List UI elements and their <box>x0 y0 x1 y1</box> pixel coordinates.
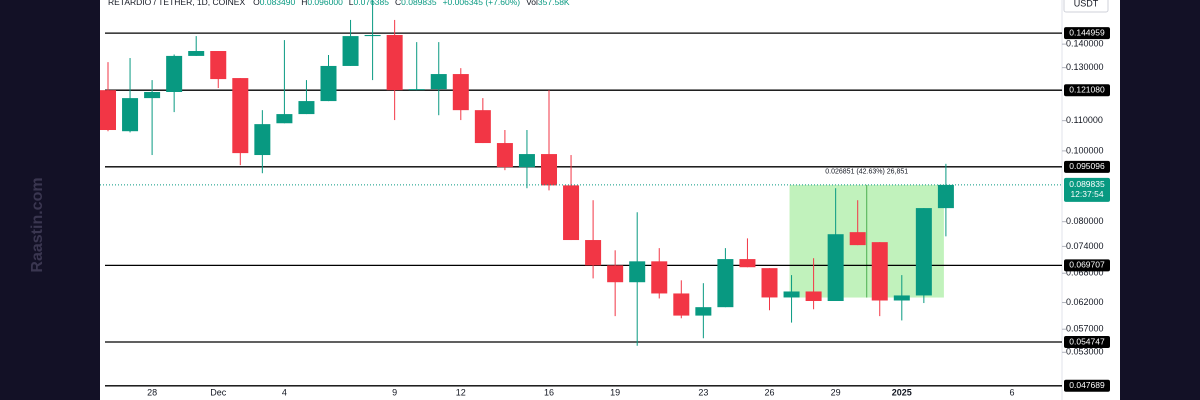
x-tick-label: 29 <box>831 387 841 397</box>
candle-body <box>849 232 866 246</box>
symbol: RETARDIO / TETHER, 1D, COINEX <box>108 0 245 7</box>
candle-body <box>893 295 910 301</box>
candle-body <box>452 74 469 111</box>
candle-body <box>585 240 602 266</box>
candle-body <box>629 261 646 283</box>
level-label-box <box>1064 84 1110 97</box>
candle-body <box>408 89 425 91</box>
volume-key: Vol <box>526 0 538 7</box>
ohlc-value: 0.089835 <box>401 0 437 7</box>
price-label: 0.089835 <box>1069 179 1105 189</box>
x-tick-label: 4 <box>282 387 287 397</box>
y-tick-label: 0.130000 <box>1066 62 1104 72</box>
candle-body <box>518 154 535 168</box>
level-label: 0.144959 <box>1069 27 1105 37</box>
candle-body <box>364 34 381 37</box>
level-label: 0.054747 <box>1069 336 1105 346</box>
level-label-box <box>1064 27 1110 40</box>
ohlc-key: C <box>395 0 401 7</box>
volume: 357.58K <box>538 0 570 7</box>
ohlc-value: 0.083490 <box>260 0 296 7</box>
currency-box <box>1063 0 1109 13</box>
candle-body <box>805 291 822 302</box>
ohlc-value: 0.096000 <box>307 0 343 7</box>
y-tick-label: 0.062000 <box>1066 297 1104 307</box>
level-label-box <box>1064 259 1110 272</box>
change: +0.006345 (+7.60%) <box>443 0 521 7</box>
measure-label: 0.026851 (42.63%) 26,851 <box>825 169 908 176</box>
x-tick-label: 12 <box>456 387 466 397</box>
x-tick-label: 28 <box>147 387 157 397</box>
candle-body <box>496 143 513 168</box>
level-label: 0.047689 <box>1069 380 1105 390</box>
candle-body <box>210 51 227 80</box>
candle-body <box>188 51 205 56</box>
ohlc-key: O <box>253 0 260 7</box>
candle-body <box>739 259 756 268</box>
y-tick-label: 0.074000 <box>1066 241 1104 251</box>
y-tick-label: 0.140000 <box>1066 39 1104 49</box>
candle-body <box>607 265 624 283</box>
candle-body <box>166 55 183 92</box>
level-label: 0.069707 <box>1069 260 1105 270</box>
candle-body <box>386 34 403 91</box>
level-label-box <box>1064 160 1110 173</box>
candle-body <box>717 259 734 308</box>
y-tick-label: 0.080000 <box>1066 216 1104 226</box>
candle-body <box>342 36 359 66</box>
ohlc-key: H <box>301 0 307 7</box>
candle-body <box>673 293 690 316</box>
candle-body <box>651 261 668 294</box>
candle-body <box>122 98 139 132</box>
candle-body <box>783 291 800 298</box>
candle-body <box>915 208 932 296</box>
candle-body <box>871 242 888 301</box>
candle-body <box>232 78 249 154</box>
candle-body <box>144 91 161 99</box>
candle-body <box>563 185 580 241</box>
candle-body <box>761 268 778 298</box>
price-label-box <box>1064 177 1110 202</box>
watermark: Raastin.com <box>29 177 46 272</box>
x-tick-label: 6 <box>1010 387 1015 397</box>
currency: USDT <box>1074 0 1099 8</box>
candle-body <box>276 114 293 124</box>
candle-body <box>100 90 116 131</box>
candle-body <box>254 124 271 156</box>
header: RETARDIO / TETHER, 1D, COINEX O0.083490 H0… <box>108 0 570 7</box>
x-tick-label: 26 <box>764 387 774 397</box>
candle-body <box>430 74 447 90</box>
candle-body <box>827 234 844 302</box>
y-tick-label: 0.100000 <box>1066 145 1104 155</box>
candle-body <box>695 307 712 316</box>
y-tick-label: 0.053000 <box>1066 347 1104 357</box>
y-tick-label: 0.068000 <box>1066 268 1104 278</box>
x-tick-label: 19 <box>610 387 620 397</box>
plot-background <box>100 0 1120 400</box>
candle-body <box>937 184 954 209</box>
x-tick-label: 9 <box>392 387 397 397</box>
y-tick-label: 0.057000 <box>1066 324 1104 334</box>
level-label-box <box>1064 379 1110 392</box>
countdown: 12:37:54 <box>1070 189 1103 199</box>
x-tick-label: 2025 <box>892 387 912 397</box>
level-label-box <box>1064 336 1110 349</box>
y-tick-label: 0.110000 <box>1066 115 1103 125</box>
candle-body <box>320 65 337 102</box>
candle-body <box>474 110 491 144</box>
level-label: 0.121080 <box>1069 84 1105 94</box>
level-label: 0.095096 <box>1069 161 1105 171</box>
ohlc-key: L <box>349 0 354 7</box>
x-tick-label: 23 <box>698 387 708 397</box>
x-tick-label: Dec <box>210 387 227 397</box>
ohlc-value: 0.076385 <box>354 0 390 7</box>
candle-body <box>541 154 557 186</box>
x-tick-label: 16 <box>544 387 554 397</box>
candle-body <box>298 101 315 115</box>
